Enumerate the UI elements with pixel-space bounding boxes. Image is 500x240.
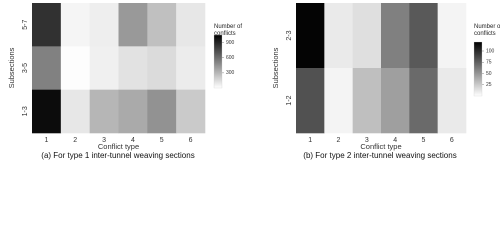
heat-cell xyxy=(32,3,62,47)
x-tick-label: 3 xyxy=(365,137,369,144)
colorbar-title: Number of conflicts xyxy=(214,24,243,37)
x-tick-label: 4 xyxy=(393,137,397,144)
x-tick-label: 5 xyxy=(422,137,426,144)
heat-cell xyxy=(118,3,148,47)
y-axis-label: Subsections xyxy=(271,47,280,88)
heat-cell xyxy=(60,3,90,47)
x-tick-label: 6 xyxy=(450,137,454,144)
heat-cell xyxy=(437,68,467,134)
colorbar-title: Number of conflicts xyxy=(474,24,500,37)
y-tick-label: 1-2 xyxy=(286,95,293,105)
x-tick-label: 3 xyxy=(102,137,106,144)
heat-cell xyxy=(89,46,119,90)
colorbar-tick-label: 25 xyxy=(486,82,492,88)
x-tick-label: 6 xyxy=(189,137,193,144)
heat-cell xyxy=(176,89,206,134)
heat-cell xyxy=(324,3,353,69)
heat-cell xyxy=(296,3,325,69)
colorbar-tick-label: 900 xyxy=(226,40,235,46)
heat-cell xyxy=(32,46,62,90)
caption: (b) For type 2 inter-tunnel weaving sect… xyxy=(303,151,456,160)
x-axis-label: Conflict type xyxy=(360,142,401,151)
heat-cell xyxy=(324,68,353,134)
colorbar-tick-label: 100 xyxy=(486,48,495,54)
x-tick-label: 1 xyxy=(44,137,48,144)
x-tick-label: 2 xyxy=(73,137,77,144)
y-axis-label: Subsections xyxy=(7,47,16,88)
heat-cell xyxy=(118,46,148,90)
x-tick-label: 2 xyxy=(337,137,341,144)
colorbar xyxy=(213,34,223,89)
x-tick-label: 1 xyxy=(308,137,312,144)
colorbar-tick-label: 600 xyxy=(226,55,235,61)
x-tick-label: 4 xyxy=(131,137,135,144)
x-tick-label: 5 xyxy=(160,137,164,144)
heat-cell xyxy=(409,3,438,69)
heat-cell xyxy=(60,46,90,90)
heat-cell xyxy=(437,3,467,69)
colorbar-tick-label: 50 xyxy=(486,71,492,77)
page: 1 2 3 4 5 6 5-7 3-5 1-3 Conflict type Subsections (… xyxy=(7,3,500,160)
colorbar-tick-label: 75 xyxy=(486,60,492,66)
colorbar xyxy=(473,41,483,97)
heat-cell xyxy=(89,3,119,47)
heat-cell xyxy=(147,3,177,47)
heat-cell xyxy=(352,68,382,134)
heat-cell xyxy=(89,89,119,134)
heat-cell xyxy=(409,68,438,134)
x-axis-label: Conflict type xyxy=(98,142,139,151)
heat-cell xyxy=(32,89,62,134)
colorbar-tick-label: 300 xyxy=(226,70,235,76)
y-tick-label: 1-3 xyxy=(22,106,29,116)
y-tick-label: 5-7 xyxy=(22,20,29,30)
heat-cell xyxy=(147,89,177,134)
heat-cell xyxy=(60,89,90,134)
heat-cell xyxy=(352,3,382,69)
heat-cell xyxy=(381,3,410,69)
caption: (a) For type 1 inter-tunnel weaving sect… xyxy=(41,151,194,160)
heat-cell xyxy=(381,68,410,134)
figure: 1 2 3 4 5 6 5-7 3-5 1-3 Conflict type Subsections (… xyxy=(7,3,495,160)
y-tick-label: 3-5 xyxy=(22,63,29,73)
heat-cell xyxy=(176,46,206,90)
heat-cell xyxy=(118,89,148,134)
heat-cell xyxy=(147,46,177,90)
heat-cell xyxy=(176,3,206,47)
heat-cell xyxy=(296,68,325,134)
y-tick-label: 2-3 xyxy=(286,30,293,40)
